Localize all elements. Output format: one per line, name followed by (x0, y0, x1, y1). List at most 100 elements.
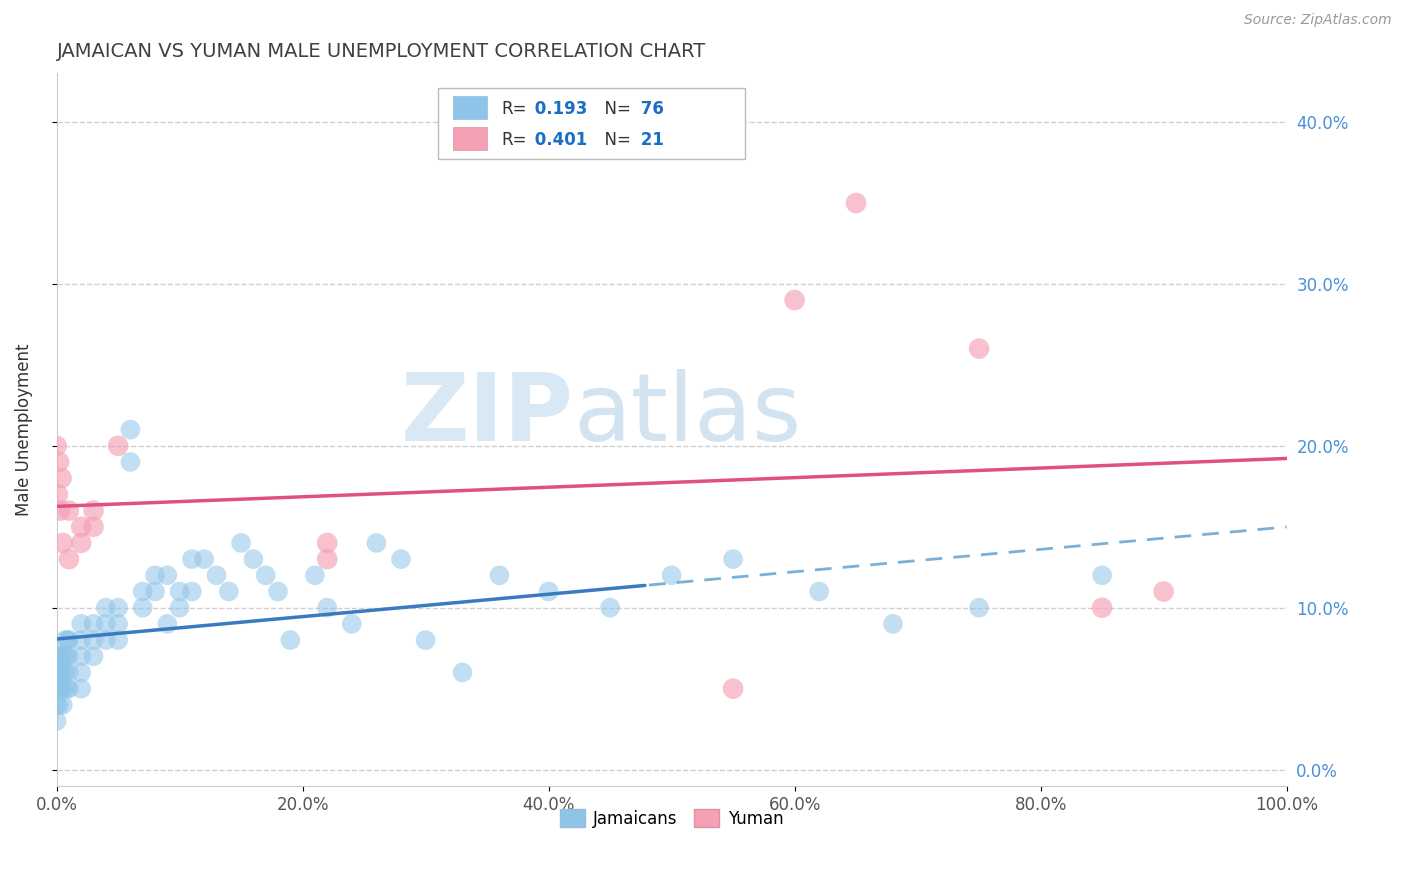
Point (143, 584, 166, 599)
FancyBboxPatch shape (453, 95, 486, 119)
Point (51, 681, 73, 696)
Point (58, 503, 80, 517)
Text: R=: R= (502, 100, 527, 118)
Point (783, 293, 806, 307)
Text: N=: N= (595, 100, 631, 118)
Text: N=: N= (595, 131, 631, 149)
Point (70, 536, 93, 550)
Text: atlas: atlas (574, 369, 801, 461)
Point (49, 681, 72, 696)
Point (83, 649, 105, 664)
Point (132, 584, 155, 599)
Point (46, 681, 69, 696)
Point (599, 600, 621, 615)
Point (169, 584, 191, 599)
Text: 0.401: 0.401 (529, 131, 588, 149)
Point (107, 600, 129, 615)
Point (845, 196, 868, 211)
Point (53, 633, 76, 648)
Point (107, 616, 129, 631)
Point (45, 681, 67, 696)
Point (120, 455, 142, 469)
Point (48, 698, 70, 712)
Point (58, 633, 80, 648)
Point (107, 633, 129, 648)
Point (340, 616, 363, 631)
Point (661, 568, 683, 582)
Point (967, 600, 990, 615)
Point (58, 552, 80, 566)
Point (48, 649, 70, 664)
Point (107, 439, 129, 453)
Point (267, 584, 290, 599)
Point (83, 616, 105, 631)
Point (46, 665, 69, 680)
Text: Source: ZipAtlas.com: Source: ZipAtlas.com (1244, 13, 1392, 28)
Point (882, 616, 904, 631)
Point (83, 633, 105, 648)
Point (45, 698, 67, 712)
Point (156, 568, 179, 582)
Point (143, 568, 166, 582)
Point (58, 665, 80, 680)
Point (52, 536, 75, 550)
Point (180, 584, 202, 599)
Point (70, 665, 93, 680)
Point (169, 600, 191, 615)
Point (366, 536, 388, 550)
Point (52, 681, 75, 696)
Point (254, 568, 277, 582)
Point (58, 681, 80, 696)
Point (45, 665, 67, 680)
Point (52, 665, 75, 680)
Point (46, 487, 69, 501)
Point (45, 649, 67, 664)
Point (94, 633, 117, 648)
Point (967, 342, 990, 356)
Point (45, 439, 67, 453)
Legend: Jamaicans, Yuman: Jamaicans, Yuman (553, 803, 790, 834)
Point (180, 552, 202, 566)
Point (70, 520, 93, 534)
Point (56, 633, 79, 648)
Point (45, 714, 67, 728)
Point (49, 665, 72, 680)
Point (51, 649, 73, 664)
Point (48, 455, 70, 469)
Text: 21: 21 (634, 131, 664, 149)
FancyBboxPatch shape (453, 127, 486, 151)
Point (156, 616, 179, 631)
Point (316, 536, 339, 550)
Point (1153, 584, 1175, 599)
Point (94, 616, 117, 631)
Point (120, 423, 142, 437)
Text: R=: R= (502, 131, 527, 149)
Point (278, 633, 301, 648)
Point (451, 665, 474, 680)
Point (51, 471, 73, 485)
Point (70, 616, 93, 631)
FancyBboxPatch shape (437, 87, 745, 159)
Point (52, 698, 75, 712)
Point (132, 600, 155, 615)
Point (55, 681, 77, 696)
Point (304, 568, 326, 582)
Text: 76: 76 (634, 100, 664, 118)
Point (808, 584, 831, 599)
Point (58, 649, 80, 664)
Point (83, 503, 105, 517)
Point (193, 552, 215, 566)
Point (721, 552, 744, 566)
Y-axis label: Male Unemployment: Male Unemployment (15, 343, 32, 516)
Point (53, 649, 76, 664)
Point (70, 681, 93, 696)
Point (316, 600, 339, 615)
Text: ZIP: ZIP (401, 369, 574, 461)
Point (83, 520, 105, 534)
Point (70, 633, 93, 648)
Point (537, 584, 560, 599)
Text: JAMAICAN VS YUMAN MALE UNEMPLOYMENT CORRELATION CHART: JAMAICAN VS YUMAN MALE UNEMPLOYMENT CORR… (56, 42, 706, 61)
Point (229, 536, 252, 550)
Point (316, 552, 339, 566)
Point (94, 600, 117, 615)
